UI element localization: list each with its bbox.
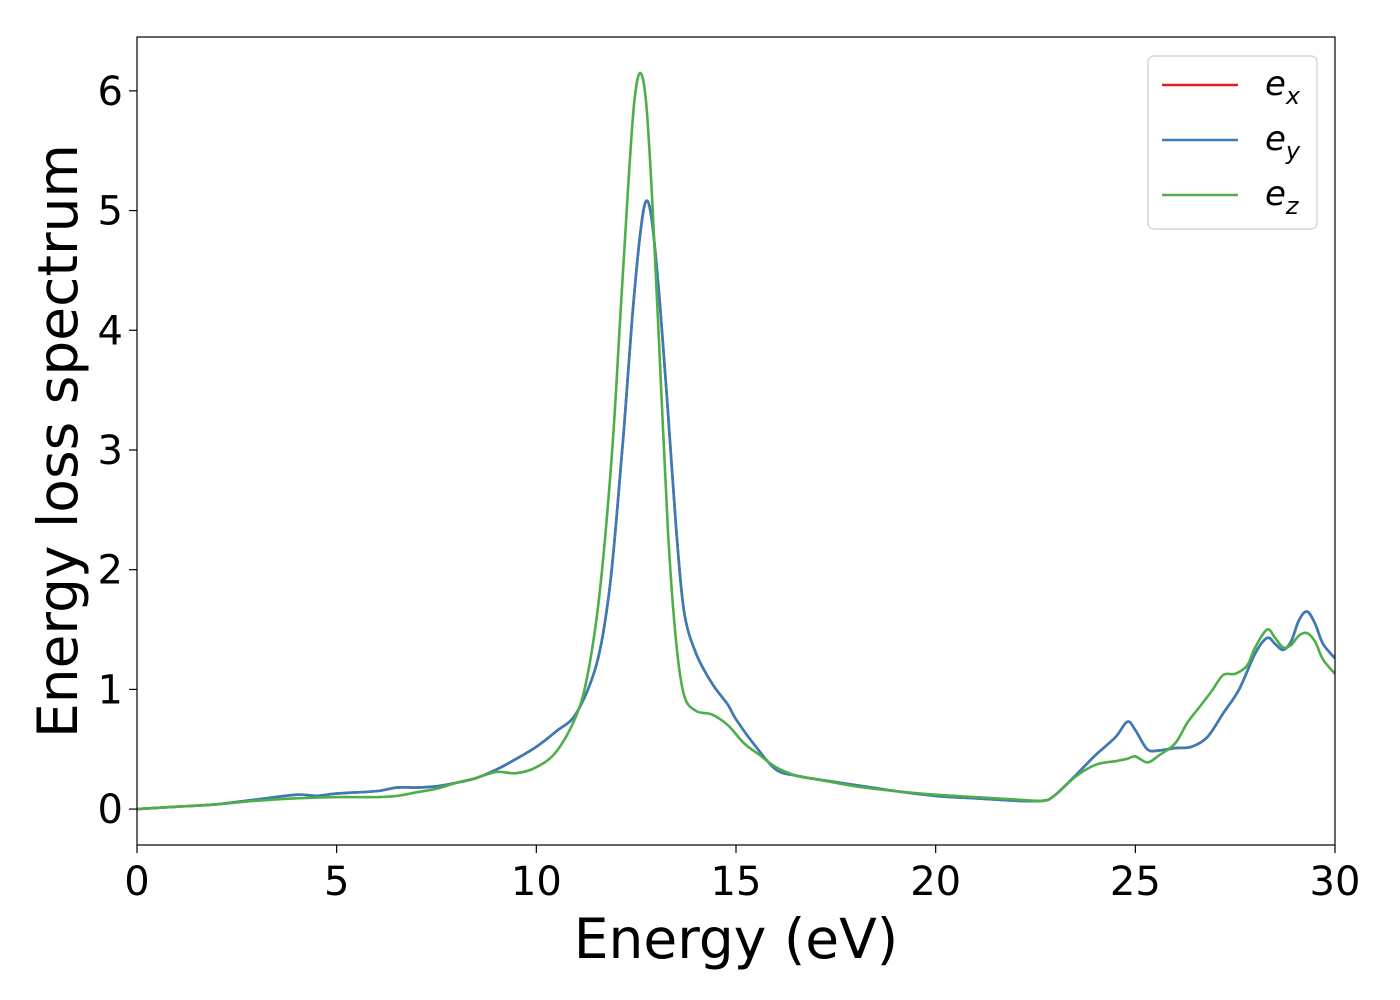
x-tick-label: 5: [324, 859, 349, 905]
series-layer: [137, 71, 1335, 811]
y-axis: 0 1 2 3 4 5 6: [98, 69, 137, 833]
plot-frame: [136, 36, 1336, 846]
y-tick-label: 5: [98, 189, 123, 235]
legend-box: [1147, 55, 1318, 230]
y-tick-label: 0: [98, 787, 123, 833]
legend-label-x: ex: [1265, 64, 1301, 110]
series-line-z: [137, 71, 1335, 811]
x-tick-label: 10: [511, 859, 562, 905]
x-tick-label: 30: [1310, 859, 1361, 905]
legend-label-z: ez: [1265, 174, 1300, 220]
x-axis: 0 5 10 15 20 25 30: [124, 845, 1360, 905]
y-tick-label: 1: [98, 667, 123, 713]
y-tick-label: 4: [98, 308, 123, 354]
x-tick-label: 20: [910, 859, 961, 905]
y-tick-label: 2: [98, 548, 123, 594]
x-tick-label: 25: [1110, 859, 1161, 905]
x-axis-label: Energy (eV): [574, 907, 898, 971]
x-tick-label: 0: [124, 859, 149, 905]
y-tick-label: 3: [98, 428, 123, 474]
x-tick-label: 15: [711, 859, 762, 905]
plot-background: [137, 37, 1335, 845]
legend: ex ey ez: [1147, 55, 1318, 230]
legend-label-y: ey: [1265, 119, 1301, 165]
y-tick-label: 6: [98, 69, 123, 115]
y-axis-label: Energy loss spectrum: [26, 144, 90, 738]
